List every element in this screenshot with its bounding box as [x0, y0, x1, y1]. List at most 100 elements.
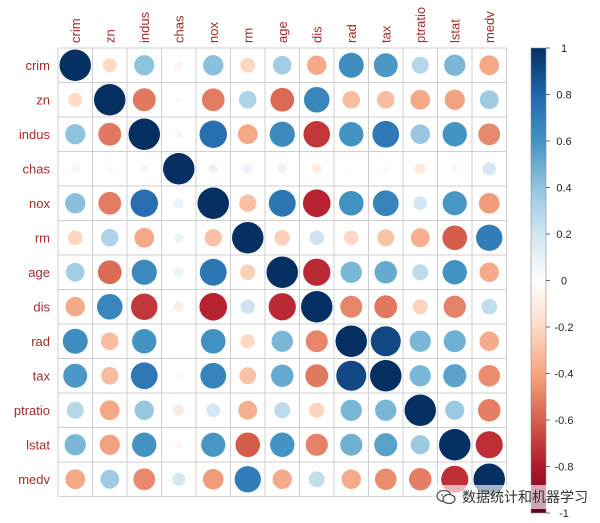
- corr-circle-dis-tax: [374, 295, 398, 319]
- corr-circle-nox-zn: [98, 191, 122, 215]
- corr-circle-medv-indus: [133, 468, 156, 491]
- corr-circle-indus-rad: [339, 122, 364, 147]
- corr-circle-age-ptratio: [412, 264, 429, 281]
- colorbar-tick-label: 0: [561, 276, 567, 288]
- corr-circle-age-indus: [131, 259, 157, 285]
- corr-circle-ptratio-dis: [309, 402, 325, 418]
- corr-circle-nox-rm: [239, 194, 257, 212]
- corr-circle-rad-tax: [370, 326, 401, 357]
- col-label-age: age: [275, 21, 290, 43]
- corr-circle-medv-ptratio: [409, 468, 432, 491]
- grid-layer: [57, 47, 507, 497]
- corr-circle-dis-medv: [481, 298, 498, 315]
- corr-circle-age-rad: [340, 261, 362, 283]
- corr-circle-medv-rm: [234, 466, 261, 493]
- corr-circle-crim-medv: [479, 55, 500, 76]
- corr-circle-lstat-medv: [475, 431, 503, 459]
- corr-circle-nox-ptratio: [413, 196, 428, 211]
- corr-circle-medv-age: [272, 469, 292, 489]
- colorbar-tick-label: 0.4: [556, 183, 571, 195]
- corr-circle-age-zn: [97, 260, 122, 285]
- row-label-crim: crim: [25, 58, 50, 73]
- corr-circle-crim-crim: [59, 49, 91, 81]
- corr-circle-crim-indus: [134, 55, 155, 76]
- corr-circle-rad-chas: [177, 339, 181, 343]
- corr-circle-indus-crim: [65, 124, 86, 145]
- corr-circle-zn-rm: [238, 90, 257, 109]
- corr-circle-chas-age: [277, 164, 287, 174]
- corr-circle-zn-dis: [303, 86, 330, 113]
- corr-circle-rm-lstat: [442, 225, 468, 251]
- corr-circle-rm-medv: [476, 224, 503, 251]
- corr-circle-medv-chas: [172, 472, 186, 486]
- watermark: 数据统计和机器学习: [432, 485, 592, 509]
- corr-circle-indus-dis: [303, 120, 331, 148]
- corr-circle-tax-indus: [130, 362, 158, 390]
- corr-circle-zn-medv: [479, 90, 499, 110]
- col-label-tax: tax: [378, 25, 393, 43]
- corr-circle-ptratio-rad: [340, 399, 362, 421]
- corr-circle-rad-zn: [100, 332, 119, 351]
- corr-circle-rm-indus: [134, 227, 155, 248]
- corr-circle-zn-lstat: [444, 89, 465, 110]
- colorbar-tick-label: -1: [559, 508, 569, 520]
- corr-circle-chas-ptratio: [414, 163, 426, 175]
- corr-circle-tax-rm: [239, 367, 257, 385]
- corr-circle-dis-chas: [173, 301, 184, 312]
- corr-circle-nox-lstat: [442, 191, 467, 216]
- corr-circle-zn-chas: [175, 96, 182, 103]
- corr-circle-zn-nox: [201, 88, 225, 112]
- corr-circle-tax-zn: [100, 366, 119, 385]
- corr-circle-zn-zn: [94, 84, 126, 116]
- corr-circle-rm-nox: [204, 229, 222, 247]
- colorbar-tick-label: 0.8: [556, 90, 571, 102]
- corr-circle-dis-ptratio: [412, 299, 428, 315]
- corr-circle-rm-tax: [377, 229, 395, 247]
- corr-circle-zn-indus: [132, 88, 156, 112]
- corr-circle-tax-crim: [63, 363, 88, 388]
- corr-circle-dis-crim: [65, 297, 85, 317]
- circles-layer: [59, 49, 505, 495]
- corr-circle-chas-medv: [482, 162, 496, 176]
- corr-circle-dis-dis: [301, 291, 333, 323]
- corr-circle-tax-medv: [478, 364, 501, 387]
- corr-circle-rad-rad: [335, 325, 367, 357]
- corr-circle-indus-lstat: [442, 122, 467, 147]
- corr-circle-age-rm: [240, 264, 256, 280]
- corr-circle-medv-crim: [65, 469, 86, 490]
- colorbar-tick-label: -0.2: [555, 322, 574, 334]
- corr-circle-tax-dis: [305, 364, 329, 388]
- corr-circle-ptratio-nox: [206, 403, 221, 418]
- row-label-indus: indus: [19, 127, 51, 142]
- corr-circle-tax-age: [271, 364, 294, 387]
- corr-circle-nox-nox: [197, 187, 229, 219]
- corr-circle-ptratio-tax: [375, 399, 397, 421]
- corr-circle-ptratio-ptratio: [404, 394, 436, 426]
- corr-circle-lstat-lstat: [439, 429, 471, 461]
- corr-circle-rm-dis: [309, 230, 324, 245]
- corr-circle-chas-chas: [163, 153, 195, 185]
- corr-circle-ptratio-age: [274, 402, 291, 419]
- row-label-zn: zn: [36, 92, 50, 107]
- corr-circle-dis-indus: [130, 293, 158, 321]
- corr-circle-crim-zn: [102, 58, 117, 73]
- corr-circle-zn-age: [270, 87, 295, 112]
- corr-circle-lstat-rad: [340, 433, 363, 456]
- corr-circle-rad-nox: [200, 328, 226, 354]
- col-label-dis: dis: [309, 26, 324, 43]
- corr-circle-nox-age: [268, 189, 296, 217]
- col-label-chas: chas: [171, 15, 186, 43]
- corr-circle-medv-zn: [100, 469, 120, 489]
- corr-circle-age-age: [266, 256, 298, 288]
- col-label-rad: rad: [344, 24, 359, 43]
- corr-circle-rm-chas: [174, 233, 184, 243]
- corr-circle-rm-ptratio: [410, 228, 430, 248]
- col-label-medv: medv: [482, 11, 497, 43]
- corr-circle-rad-age: [271, 330, 293, 352]
- col-label-rm: rm: [240, 28, 255, 43]
- corr-circle-indus-chas: [174, 130, 183, 139]
- corr-circle-medv-nox: [202, 468, 224, 490]
- corr-circle-crim-dis: [307, 55, 327, 75]
- corr-circle-indus-medv: [478, 123, 501, 146]
- row-label-dis: dis: [33, 299, 50, 314]
